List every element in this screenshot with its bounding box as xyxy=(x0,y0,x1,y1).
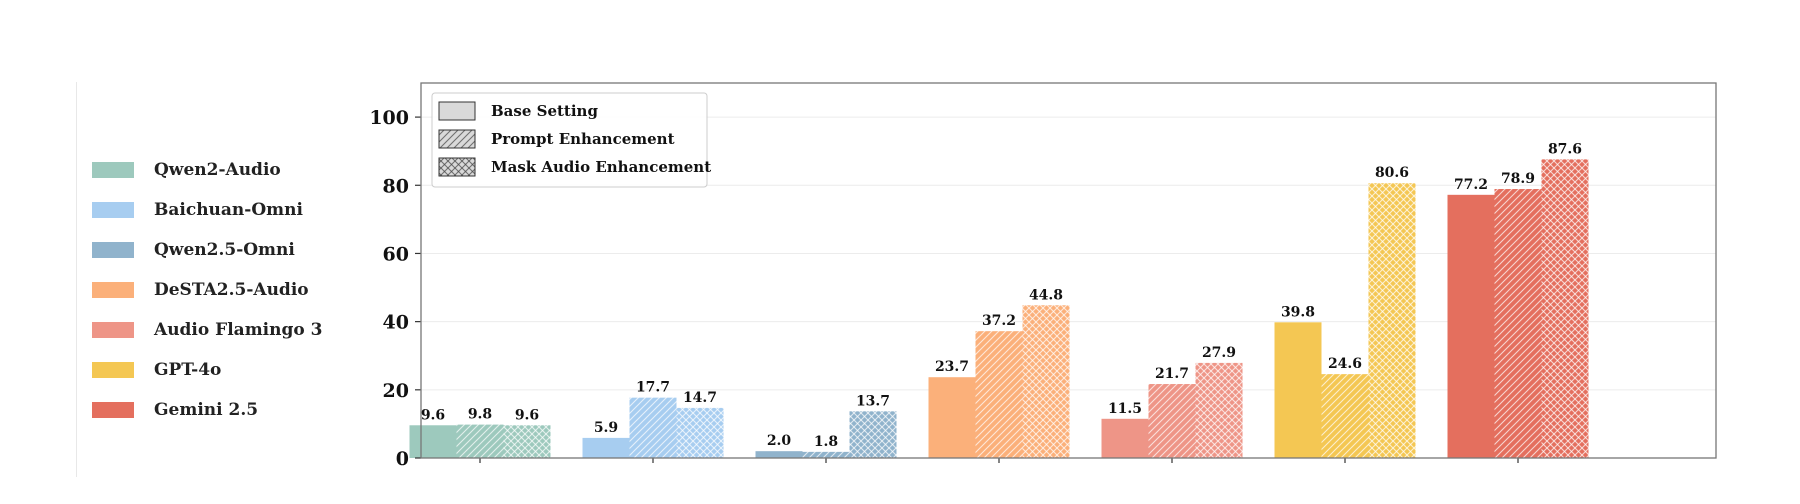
data-label: 5.9 xyxy=(594,420,618,436)
data-label: 9.6 xyxy=(515,407,539,423)
model-legend: Qwen2-Audio Baichuan-Omni Qwen2.5-Omni DeST… xyxy=(92,150,322,430)
model-legend-item: Audio Flamingo 3 xyxy=(92,310,322,350)
series-legend: Base Setting Prompt Enhancement Mask Audio… xyxy=(431,92,711,188)
model-legend-label: Qwen2.5-Omni xyxy=(154,240,295,260)
y-tick-label: 60 xyxy=(383,243,409,265)
bars xyxy=(409,159,1589,459)
model-legend-item: Baichuan-Omni xyxy=(92,190,322,230)
legend-swatch-mask-audio-enhancement xyxy=(438,157,476,177)
y-tick-label: 40 xyxy=(383,312,409,334)
bar-gpt-4o-mask-audio-enhancement xyxy=(1368,183,1416,458)
bar-qwen2-audio-prompt-enhancement xyxy=(456,424,504,458)
data-label: 23.7 xyxy=(935,359,969,375)
data-label: 13.7 xyxy=(856,393,890,409)
data-label: 87.6 xyxy=(1548,141,1582,157)
data-label: 21.7 xyxy=(1155,366,1189,382)
axes: 0 20 40 60 80 100 xyxy=(369,82,1717,470)
model-legend-label: Baichuan-Omni xyxy=(154,200,303,220)
data-label: 77.2 xyxy=(1454,177,1488,193)
model-legend-swatch xyxy=(92,402,134,418)
plot-frame xyxy=(420,82,1717,459)
y-tick-label: 0 xyxy=(396,448,409,470)
bar-baichuan-omni-mask-audio-enhancement xyxy=(676,407,724,458)
data-label: 80.6 xyxy=(1375,165,1409,181)
data-label: 11.5 xyxy=(1108,401,1142,417)
model-legend-label: DeSTA2.5-Audio xyxy=(154,280,309,300)
model-legend-item: Qwen2-Audio xyxy=(92,150,322,190)
bar-desta2-5-audio-prompt-enhancement xyxy=(975,331,1023,458)
bar-audio-flamingo-3-base-setting xyxy=(1101,418,1149,458)
data-label: 9.6 xyxy=(421,407,445,423)
bar-qwen2-5-omni-base-setting xyxy=(755,451,803,458)
data-label: 1.8 xyxy=(814,434,838,450)
bar-desta2-5-audio-mask-audio-enhancement xyxy=(1022,305,1070,458)
data-label: 2.0 xyxy=(767,433,792,449)
legend-swatch-prompt-enhancement xyxy=(438,129,476,149)
bar-gemini-2-5-prompt-enhancement xyxy=(1494,189,1542,459)
model-legend-swatch xyxy=(92,202,134,218)
legend-label-base-setting: Base Setting xyxy=(491,102,598,120)
bar-qwen2-5-omni-mask-audio-enhancement xyxy=(849,411,897,458)
model-legend-item: DeSTA2.5-Audio xyxy=(92,270,322,310)
data-label: 9.8 xyxy=(468,407,492,423)
bar-qwen2-audio-base-setting xyxy=(409,425,457,458)
model-legend-swatch xyxy=(92,282,134,298)
data-label: 14.7 xyxy=(683,390,717,406)
model-legend-label: Qwen2-Audio xyxy=(154,160,281,180)
value-labels: 9.6 9.8 9.6 5.9 17.7 14.7 2.0 1.8 13.7 23.7 37.2 44… xyxy=(421,141,1582,450)
bar-gpt-4o-base-setting xyxy=(1274,322,1322,458)
data-label: 39.8 xyxy=(1281,304,1315,320)
data-label: 78.9 xyxy=(1501,171,1535,187)
divider xyxy=(76,82,77,477)
model-legend-swatch xyxy=(92,362,134,378)
model-legend-item: Gemini 2.5 xyxy=(92,390,322,430)
y-tick-label: 100 xyxy=(369,107,409,129)
legend-label-mask-audio-enhancement: Mask Audio Enhancement xyxy=(491,158,711,176)
bar-baichuan-omni-prompt-enhancement xyxy=(629,397,677,458)
model-legend-swatch xyxy=(92,162,134,178)
bar-audio-flamingo-3-prompt-enhancement xyxy=(1148,384,1196,458)
y-tick-label: 80 xyxy=(383,175,409,197)
model-legend-item: Qwen2.5-Omni xyxy=(92,230,322,270)
data-label: 37.2 xyxy=(982,313,1016,329)
y-tick-label: 20 xyxy=(383,380,409,402)
model-legend-label: GPT-4o xyxy=(154,360,222,380)
data-label: 17.7 xyxy=(636,380,670,396)
model-legend-label: Audio Flamingo 3 xyxy=(154,320,323,340)
bar-gemini-2-5-mask-audio-enhancement xyxy=(1541,159,1589,458)
data-label: 44.8 xyxy=(1029,287,1063,303)
model-legend-item: GPT-4o xyxy=(92,350,322,390)
series-legend-box xyxy=(431,92,708,188)
bar-desta2-5-audio-base-setting xyxy=(928,377,976,458)
data-label: 27.9 xyxy=(1202,345,1236,361)
bar-qwen2-5-omni-prompt-enhancement xyxy=(802,451,850,458)
legend-label-prompt-enhancement: Prompt Enhancement xyxy=(491,130,675,148)
bar-audio-flamingo-3-mask-audio-enhancement xyxy=(1195,362,1243,458)
model-legend-swatch xyxy=(92,242,134,258)
bar-qwen2-audio-mask-audio-enhancement xyxy=(503,425,551,458)
model-legend-label: Gemini 2.5 xyxy=(154,400,259,420)
bar-gemini-2-5-base-setting xyxy=(1447,194,1495,458)
bar-gpt-4o-prompt-enhancement xyxy=(1321,374,1369,458)
legend-swatch-base-setting xyxy=(438,101,476,121)
bar-baichuan-omni-base-setting xyxy=(582,437,630,458)
data-label: 24.6 xyxy=(1328,356,1362,372)
model-legend-swatch xyxy=(92,322,134,338)
